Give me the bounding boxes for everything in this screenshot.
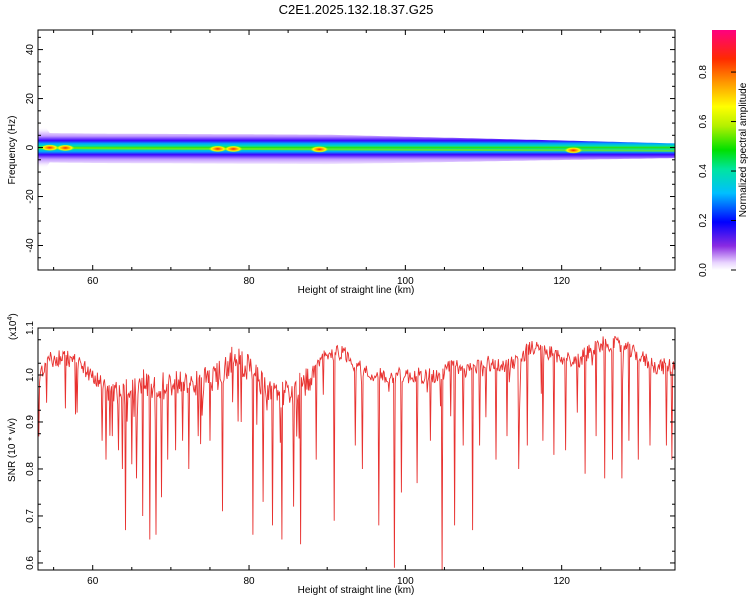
colorbar-tick-label: 0.2	[698, 213, 709, 227]
snr-multiplier-exponent: 4	[7, 317, 14, 321]
colorbar-label: Normalized spectral amplitude	[738, 82, 749, 217]
snr-multiplier-close: )	[8, 313, 19, 316]
spectral-hotspot	[224, 145, 243, 153]
spectrogram-plot-area	[38, 127, 675, 169]
y-tick-label: -20	[25, 189, 36, 204]
x-tick-label: 60	[87, 576, 99, 587]
x-tick-label: 60	[87, 276, 99, 287]
colorbar-tick-label: 0.8	[698, 65, 709, 79]
y-tick-label: 1.0	[25, 368, 36, 382]
snr-multiplier-base: (x10	[8, 320, 19, 340]
x-tick-label: 80	[243, 276, 255, 287]
y-tick-label: 0.9	[25, 415, 36, 429]
colorbar-tick-label: 0.0	[698, 263, 709, 277]
x-tick-label: 120	[553, 276, 570, 287]
figure-title: C2E1.2025.132.18.37.G25	[279, 2, 434, 17]
spectrogram-panel: 60 80 100 120 -40 -20 0 20 40 Height of straight…	[7, 29, 676, 296]
colorbar-tick-label: 0.6	[698, 114, 709, 128]
spectrogram-ylabel: Frequency (Hz)	[7, 116, 18, 185]
y-tick-label: 40	[25, 44, 36, 56]
y-tick-label: 20	[25, 93, 36, 105]
x-tick-label: 80	[243, 576, 255, 587]
colorbar-tick-label: 0.4	[698, 164, 709, 178]
colorbar-gradient	[712, 30, 736, 270]
spectrogram-xlabel: Height of straight line (km)	[298, 285, 415, 296]
y-tick-label: 0	[25, 144, 36, 150]
y-tick-label: 0.7	[25, 509, 36, 523]
snr-frame	[37, 327, 676, 571]
snr-panel: 60 80 100 120 0.6 0.7 0.8 0.9 1.0 1.1 Height of s…	[7, 313, 676, 596]
snr-series-line	[38, 335, 675, 570]
spectral-hotspot	[310, 146, 329, 153]
spectral-hotspot	[56, 144, 75, 152]
spectral-hotspot	[40, 144, 59, 151]
colorbar: 0.0 0.2 0.4 0.6 0.8 Normalized spectral ampl…	[698, 30, 749, 277]
y-tick-label: 0.8	[25, 462, 36, 476]
y-tick-label: 1.1	[25, 321, 36, 335]
colorbar-ticks: 0.0 0.2 0.4 0.6 0.8	[698, 65, 736, 277]
spectrogram-frame	[37, 29, 676, 271]
snr-ticks: 60 80 100 120 0.6 0.7 0.8 0.9 1.0 1.1	[25, 321, 675, 587]
x-tick-label: 100	[397, 576, 414, 587]
spectral-hotspot	[208, 145, 227, 153]
spectrogram-ticks: 60 80 100 120 -40 -20 0 20 40	[25, 30, 675, 287]
y-tick-label: -40	[25, 238, 36, 253]
spectral-band	[38, 127, 675, 169]
x-tick-label: 100	[397, 276, 414, 287]
snr-xlabel: Height of straight line (km)	[298, 585, 415, 596]
snr-multiplier: (x104)	[7, 313, 19, 340]
spectral-hotspot	[564, 147, 583, 154]
x-tick-label: 120	[553, 576, 570, 587]
y-tick-label: 0.6	[25, 556, 36, 570]
snr-ylabel: SNR (10 * v/v)	[7, 418, 18, 482]
